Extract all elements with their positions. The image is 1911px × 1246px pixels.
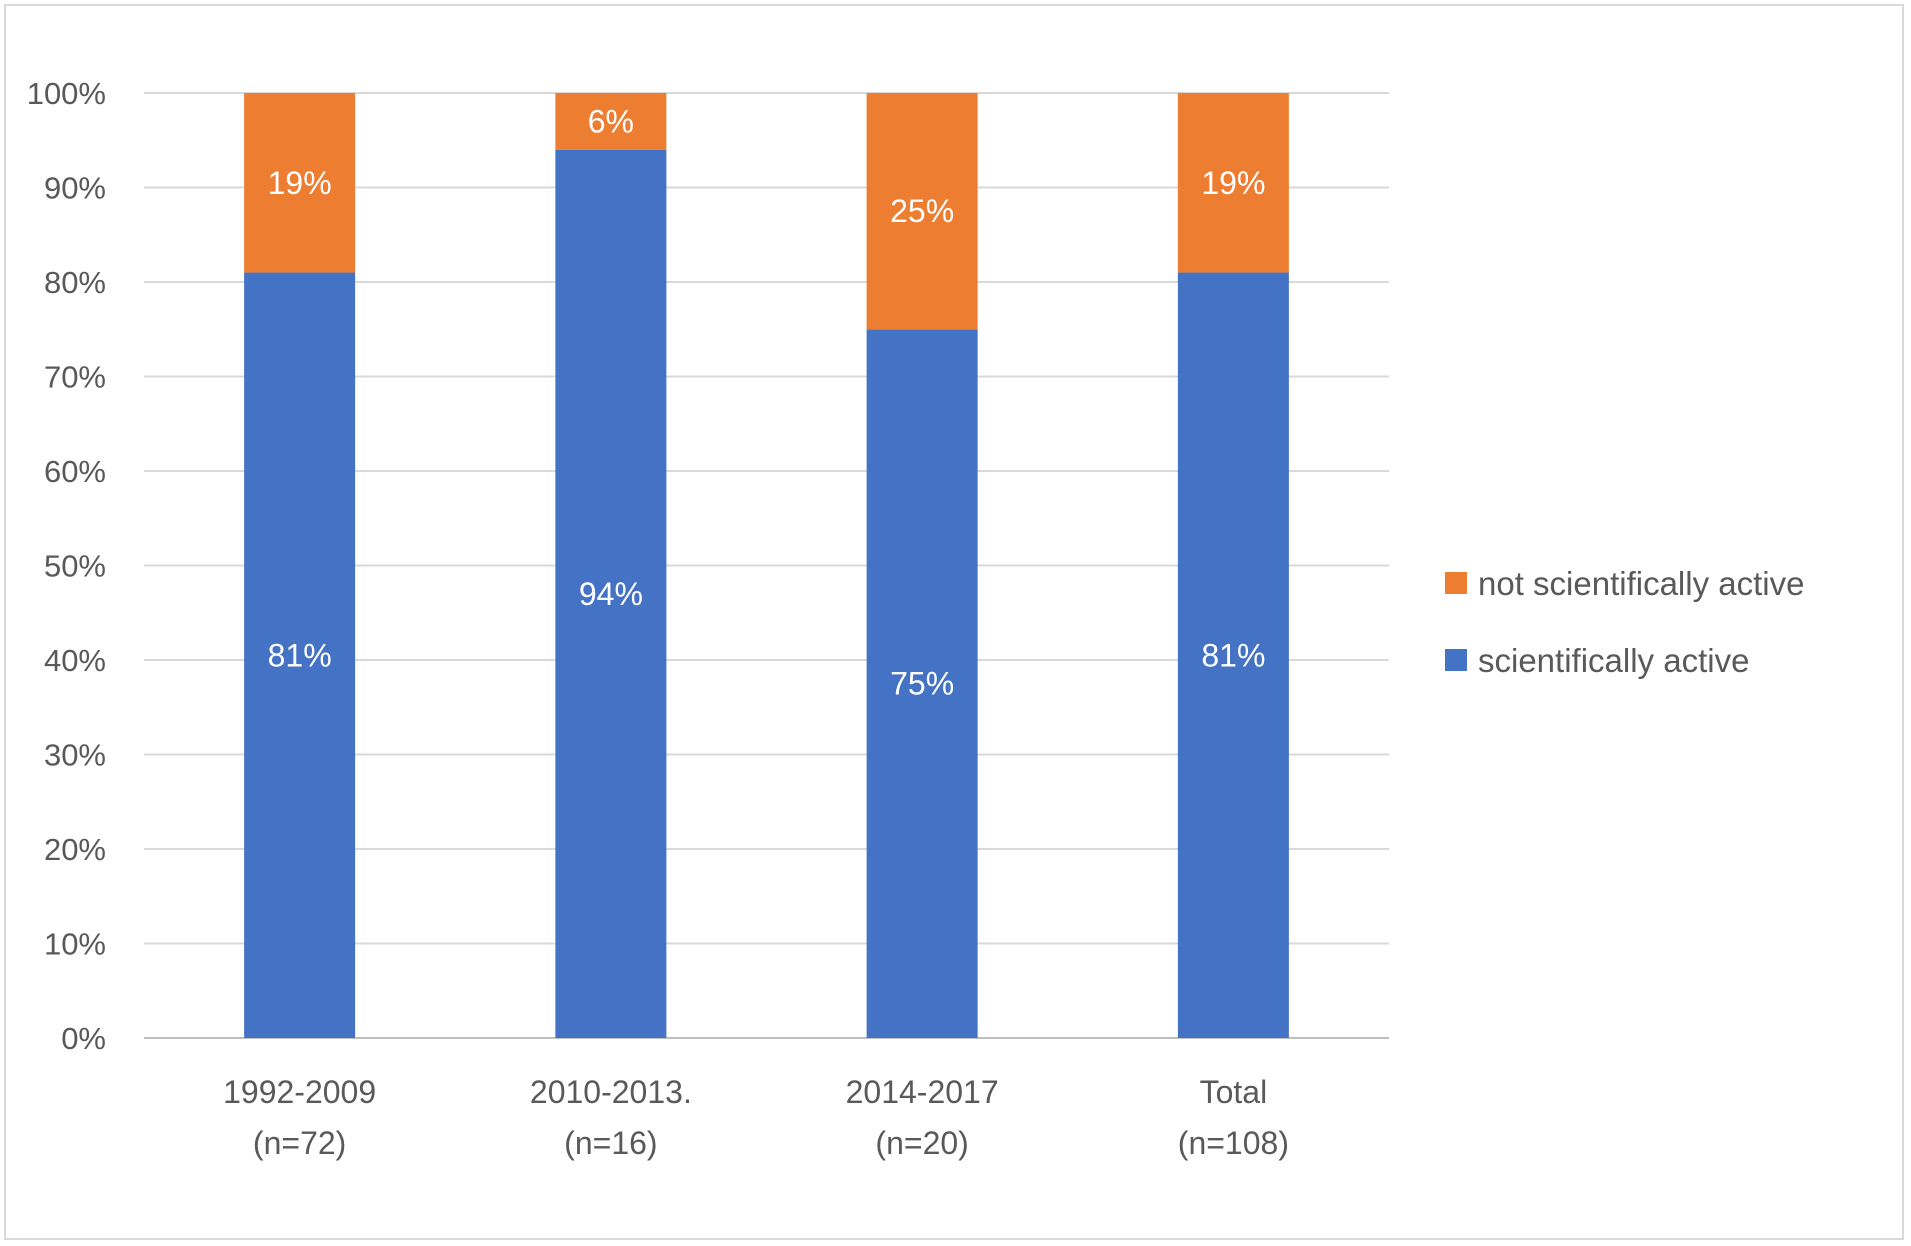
x-tick-label: 2014-2017 bbox=[846, 1074, 999, 1110]
y-tick-label: 10% bbox=[44, 927, 106, 962]
bar-segment bbox=[555, 149, 667, 1038]
legend-swatch bbox=[1445, 572, 1467, 594]
bar-segment bbox=[555, 93, 667, 150]
y-tick-label: 70% bbox=[44, 360, 106, 395]
data-label: 94% bbox=[579, 576, 643, 612]
bar-segment bbox=[244, 93, 356, 273]
y-tick-label: 60% bbox=[44, 454, 106, 489]
bar-segment bbox=[1177, 93, 1289, 273]
x-tick-label: Total bbox=[1200, 1074, 1268, 1110]
legend-swatch bbox=[1445, 649, 1467, 671]
legend-label: scientifically active bbox=[1478, 642, 1749, 679]
y-tick-label: 80% bbox=[44, 265, 106, 300]
x-tick-label-n: (n=16) bbox=[564, 1125, 657, 1161]
y-tick-label: 40% bbox=[44, 643, 106, 678]
y-tick-label: 50% bbox=[44, 549, 106, 584]
y-tick-label: 0% bbox=[61, 1021, 106, 1056]
data-label: 75% bbox=[890, 666, 954, 702]
bar-segment bbox=[244, 272, 356, 1038]
y-tick-label: 100% bbox=[27, 76, 106, 111]
y-tick-label: 20% bbox=[44, 832, 106, 867]
x-tick-label: 2010-2013. bbox=[530, 1074, 692, 1110]
bar-segment bbox=[866, 93, 978, 330]
bar-segment bbox=[1177, 272, 1289, 1038]
data-label: 6% bbox=[588, 103, 634, 139]
legend-label: not scientifically active bbox=[1478, 565, 1804, 602]
x-tick-label: 1992-2009 bbox=[223, 1074, 376, 1110]
x-tick-label-n: (n=20) bbox=[875, 1125, 968, 1161]
data-label: 19% bbox=[268, 165, 332, 201]
data-label: 81% bbox=[1201, 637, 1265, 673]
y-tick-label: 90% bbox=[44, 171, 106, 206]
data-label: 81% bbox=[268, 637, 332, 673]
data-label: 19% bbox=[1201, 165, 1265, 201]
x-tick-label-n: (n=108) bbox=[1178, 1125, 1289, 1161]
data-label: 25% bbox=[890, 193, 954, 229]
x-tick-label-n: (n=72) bbox=[253, 1125, 346, 1161]
y-tick-label: 30% bbox=[44, 738, 106, 773]
bar-segment bbox=[866, 329, 978, 1038]
chart-frame bbox=[4, 4, 1904, 1240]
